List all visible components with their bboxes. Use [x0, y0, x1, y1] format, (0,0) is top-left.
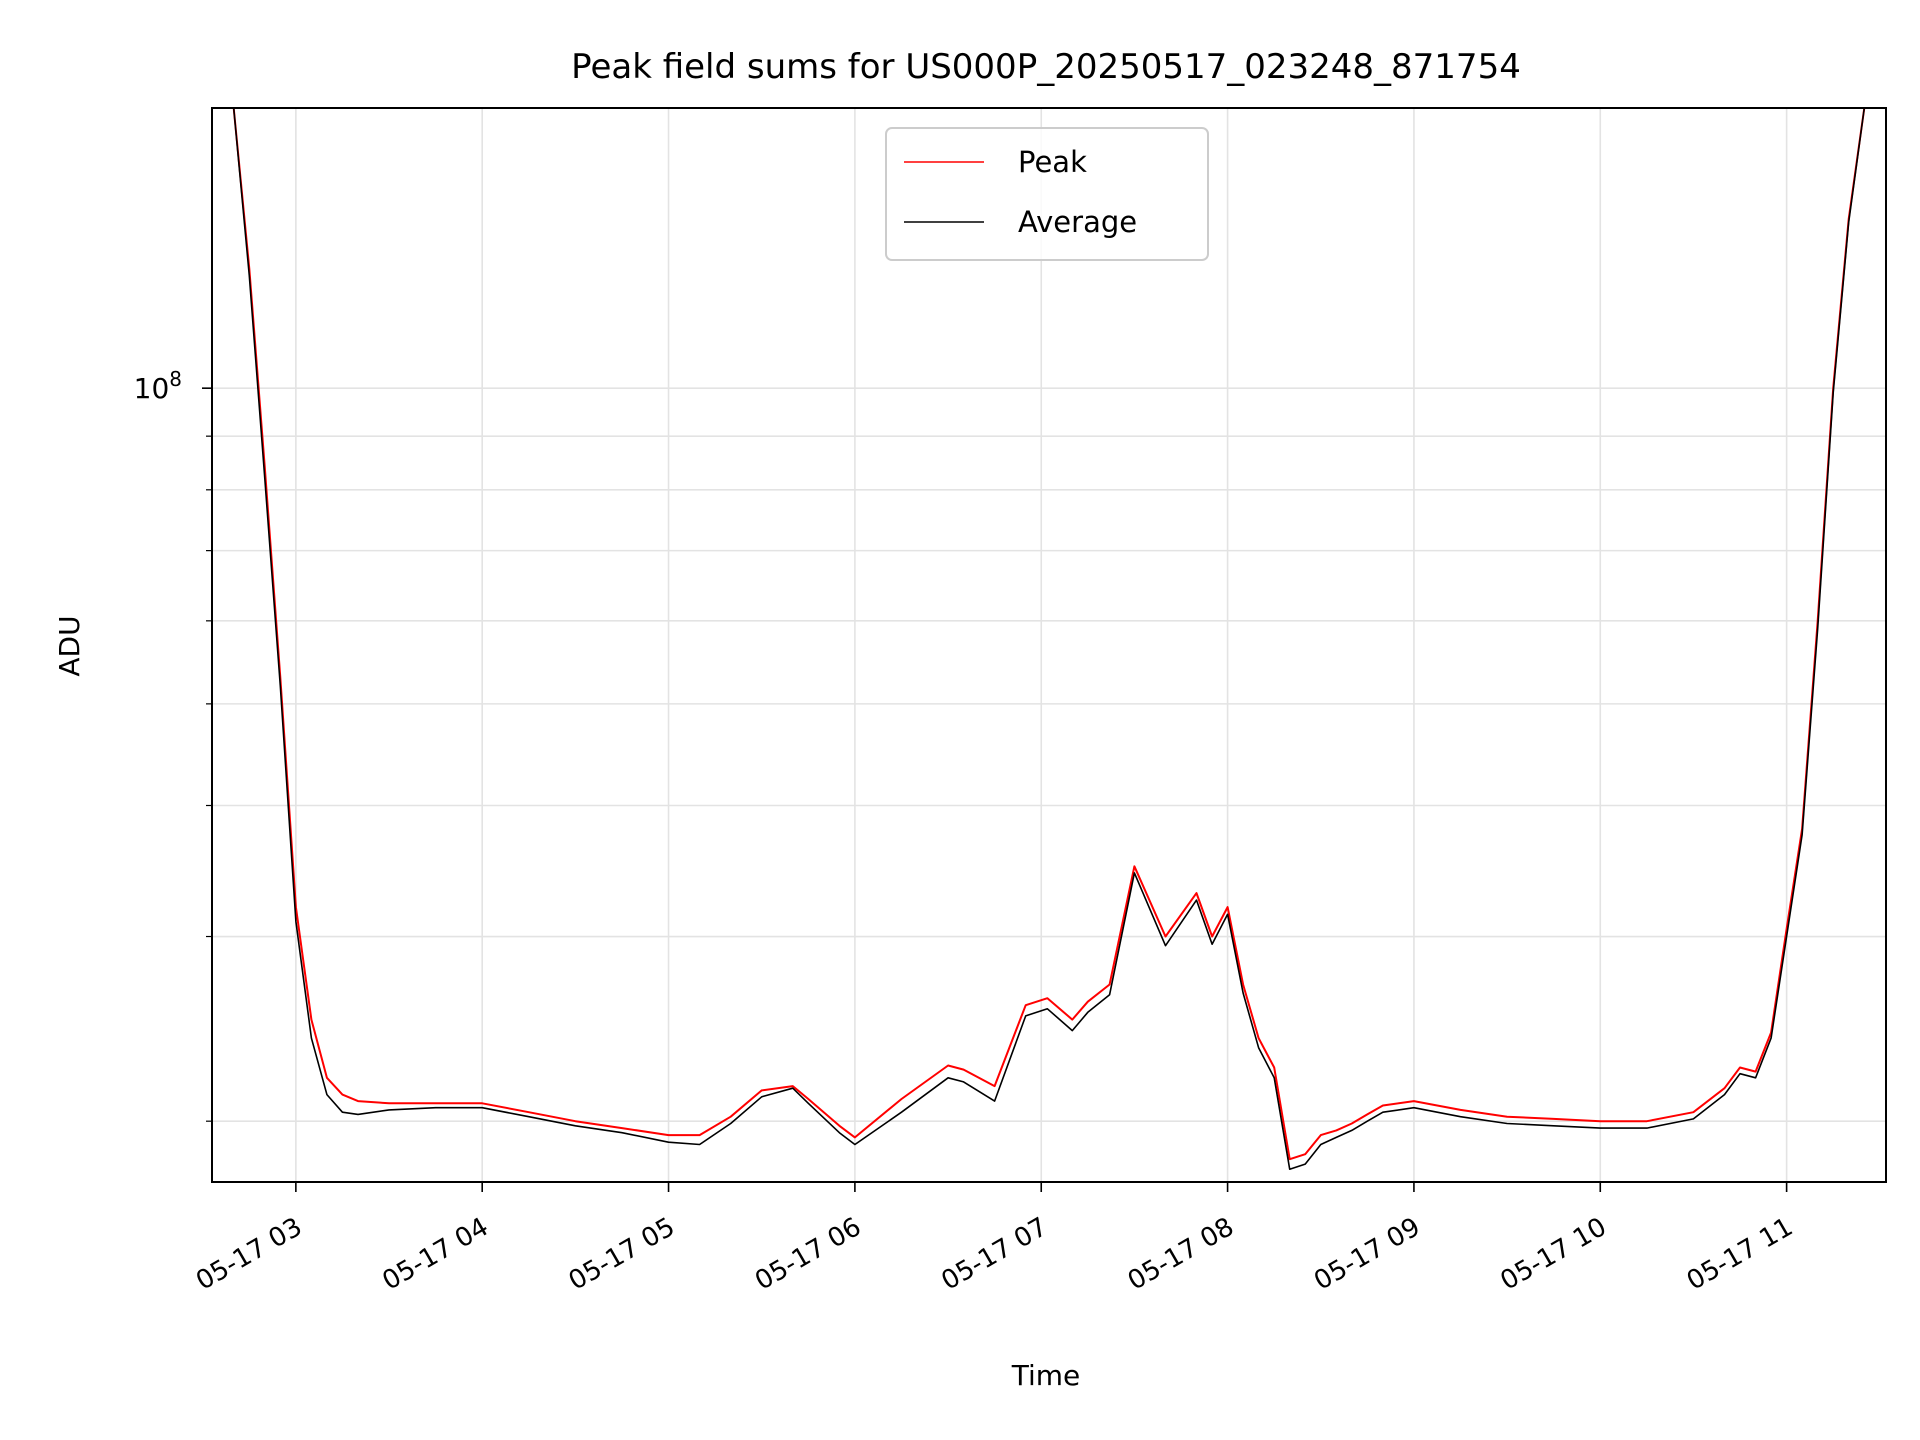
y-axis-ticks: 108	[134, 367, 212, 1122]
axes-frame	[211, 107, 1887, 1183]
legend-box	[885, 127, 1209, 261]
chart-title: Peak field sums for US000P_20250517_0232…	[571, 47, 1521, 87]
y-axis-label: ADU	[53, 615, 86, 676]
x-axis-label: Time	[1011, 1359, 1081, 1392]
series-line-average	[232, 108, 1866, 1170]
y-tick-label: 108	[134, 367, 182, 405]
series-line-peak	[232, 108, 1866, 1161]
legend-label-average: Average	[1018, 205, 1137, 239]
legend: Peak Average	[885, 127, 1209, 261]
legend-label-peak: Peak	[1018, 145, 1087, 179]
plot-lines	[232, 108, 1866, 1170]
